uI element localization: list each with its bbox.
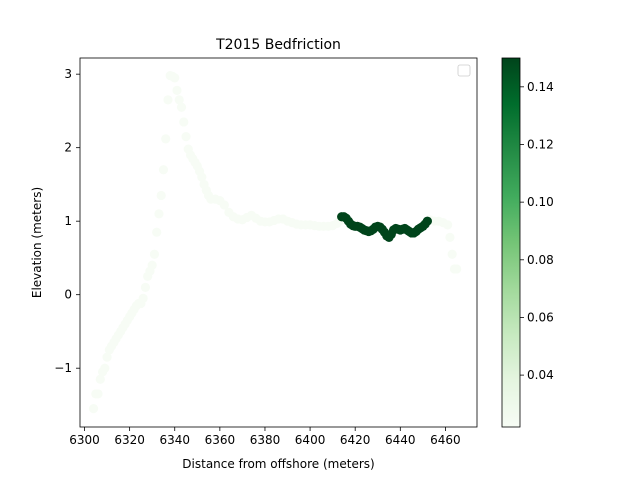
data-point [88, 404, 99, 414]
data-point [174, 95, 184, 105]
data-point [422, 216, 432, 226]
data-point [443, 220, 453, 230]
data-point [138, 293, 148, 303]
colorbar-tick-label: 0.06 [527, 310, 554, 324]
colorbar-tick-label: 0.14 [527, 80, 554, 94]
colorbar-tick-label: 0.10 [527, 195, 554, 209]
y-tick-label: −1 [54, 361, 72, 375]
data-point [147, 260, 157, 270]
data-point [163, 95, 173, 105]
data-point [452, 264, 462, 274]
data-point [100, 363, 110, 373]
x-tick-label: 6340 [159, 433, 190, 447]
data-point [176, 102, 187, 112]
colorbar-ticks: 0.04 0.06 0.08 0.10 0.12 0.14 [520, 80, 554, 382]
colorbar: 0.04 0.06 0.08 0.10 0.12 0.14 [501, 57, 554, 428]
y-tick-label: 2 [64, 141, 72, 155]
x-tick-label: 6300 [69, 433, 100, 447]
x-axis: 6300 6320 6340 6360 6380 6400 6420 6440 6460 [69, 427, 461, 447]
y-tick-label: 3 [64, 67, 72, 81]
x-tick-label: 6320 [114, 433, 145, 447]
data-point [158, 165, 169, 175]
data-point [93, 389, 103, 399]
x-tick-label: 6380 [250, 433, 281, 447]
data-point [170, 73, 180, 83]
data-point [172, 85, 182, 95]
data-point [197, 172, 207, 182]
colorbar-gradient [502, 58, 520, 427]
y-axis: −1 0 1 2 3 [54, 67, 80, 375]
data-point [445, 232, 455, 242]
x-tick-label: 6400 [295, 433, 326, 447]
data-point [181, 132, 191, 142]
data-point [152, 227, 162, 237]
data-point [102, 352, 112, 362]
colorbar-frame [501, 57, 521, 428]
legend-box [457, 64, 471, 77]
y-tick-label: 1 [64, 214, 72, 228]
x-tick-label: 6440 [385, 433, 416, 447]
x-axis-label: Distance from offshore (meters) [182, 457, 374, 471]
data-point [447, 249, 457, 259]
points-layer [88, 71, 462, 414]
y-tick-label: 0 [64, 288, 72, 302]
x-tick-label: 6460 [430, 433, 461, 447]
data-point [154, 209, 164, 219]
data-point [95, 374, 105, 384]
data-point [156, 190, 166, 201]
x-tick-label: 6360 [205, 433, 236, 447]
colorbar-tick-label: 0.04 [527, 368, 554, 382]
colorbar-tick-label: 0.12 [527, 137, 554, 151]
x-tick-label: 6420 [340, 433, 371, 447]
data-point [179, 117, 189, 127]
y-axis-label: Elevation (meters) [30, 187, 44, 298]
data-point [219, 200, 229, 210]
plot-frame [79, 57, 478, 428]
legend [457, 64, 471, 77]
data-point [149, 249, 160, 259]
chart-title: T2015 Bedfriction [215, 37, 341, 53]
colorbar-tick-label: 0.08 [527, 253, 554, 267]
data-point [140, 282, 151, 292]
data-point [161, 134, 171, 144]
